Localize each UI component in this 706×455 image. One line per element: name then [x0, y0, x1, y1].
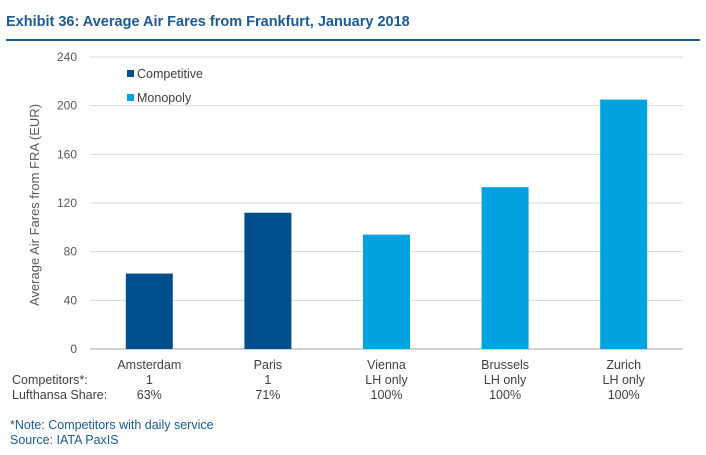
- bar-vienna: [363, 234, 410, 349]
- category-label: Brussels: [481, 358, 529, 372]
- category-label: Zurich: [606, 358, 641, 372]
- share-value: 100%: [608, 388, 640, 402]
- competitors-value: 1: [264, 373, 271, 387]
- share-value: 100%: [489, 388, 521, 402]
- legend-label-competitive: Competitive: [137, 67, 203, 81]
- category-label: Vienna: [367, 358, 406, 372]
- bar-brussels: [481, 187, 529, 349]
- competitors-value: LH only: [484, 373, 527, 387]
- y-tick-label: 80: [64, 245, 78, 259]
- bar-zurich: [600, 99, 648, 349]
- competitors-value: LH only: [365, 373, 408, 387]
- y-tick-label: 120: [57, 196, 77, 210]
- legend-swatch-monopoly: [127, 94, 134, 101]
- share-value: 100%: [371, 388, 403, 402]
- bar-chart: 0 40 80 120 160 200 240 Average Air Fares from…: [12, 50, 683, 402]
- legend-swatch-competitive: [127, 70, 134, 77]
- share-value: 63%: [137, 388, 162, 402]
- bar-paris: [244, 212, 292, 349]
- y-tick-label: 240: [57, 50, 77, 64]
- y-tick-label: 200: [57, 99, 77, 113]
- category-label: Paris: [254, 358, 282, 372]
- y-axis-ticks: 0 40 80 120 160 200 240: [57, 50, 77, 356]
- legend-label-monopoly: Monopoly: [137, 91, 192, 105]
- y-tick-label: 0: [70, 342, 77, 356]
- competitors-value: LH only: [603, 373, 646, 387]
- category-label: Amsterdam: [117, 358, 181, 372]
- source-note: Source: IATA PaxIS: [10, 433, 119, 447]
- title-rule: [6, 39, 700, 41]
- share-value: 71%: [255, 388, 280, 402]
- bar-amsterdam: [125, 273, 173, 349]
- row-label-share: Lufthansa Share:: [12, 388, 107, 402]
- chart-title: Exhibit 36: Average Air Fares from Frank…: [6, 14, 410, 30]
- footnote: *Note: Competitors with daily service: [10, 418, 214, 432]
- legend: Competitive Monopoly: [127, 67, 203, 105]
- y-tick-label: 40: [64, 293, 78, 307]
- bars: [125, 99, 648, 349]
- y-axis-label: Average Air Fares from FRA (EUR): [27, 104, 42, 306]
- competitors-value: 1: [146, 373, 153, 387]
- y-tick-label: 160: [57, 147, 77, 161]
- row-label-competitors: Competitors*:: [12, 373, 88, 387]
